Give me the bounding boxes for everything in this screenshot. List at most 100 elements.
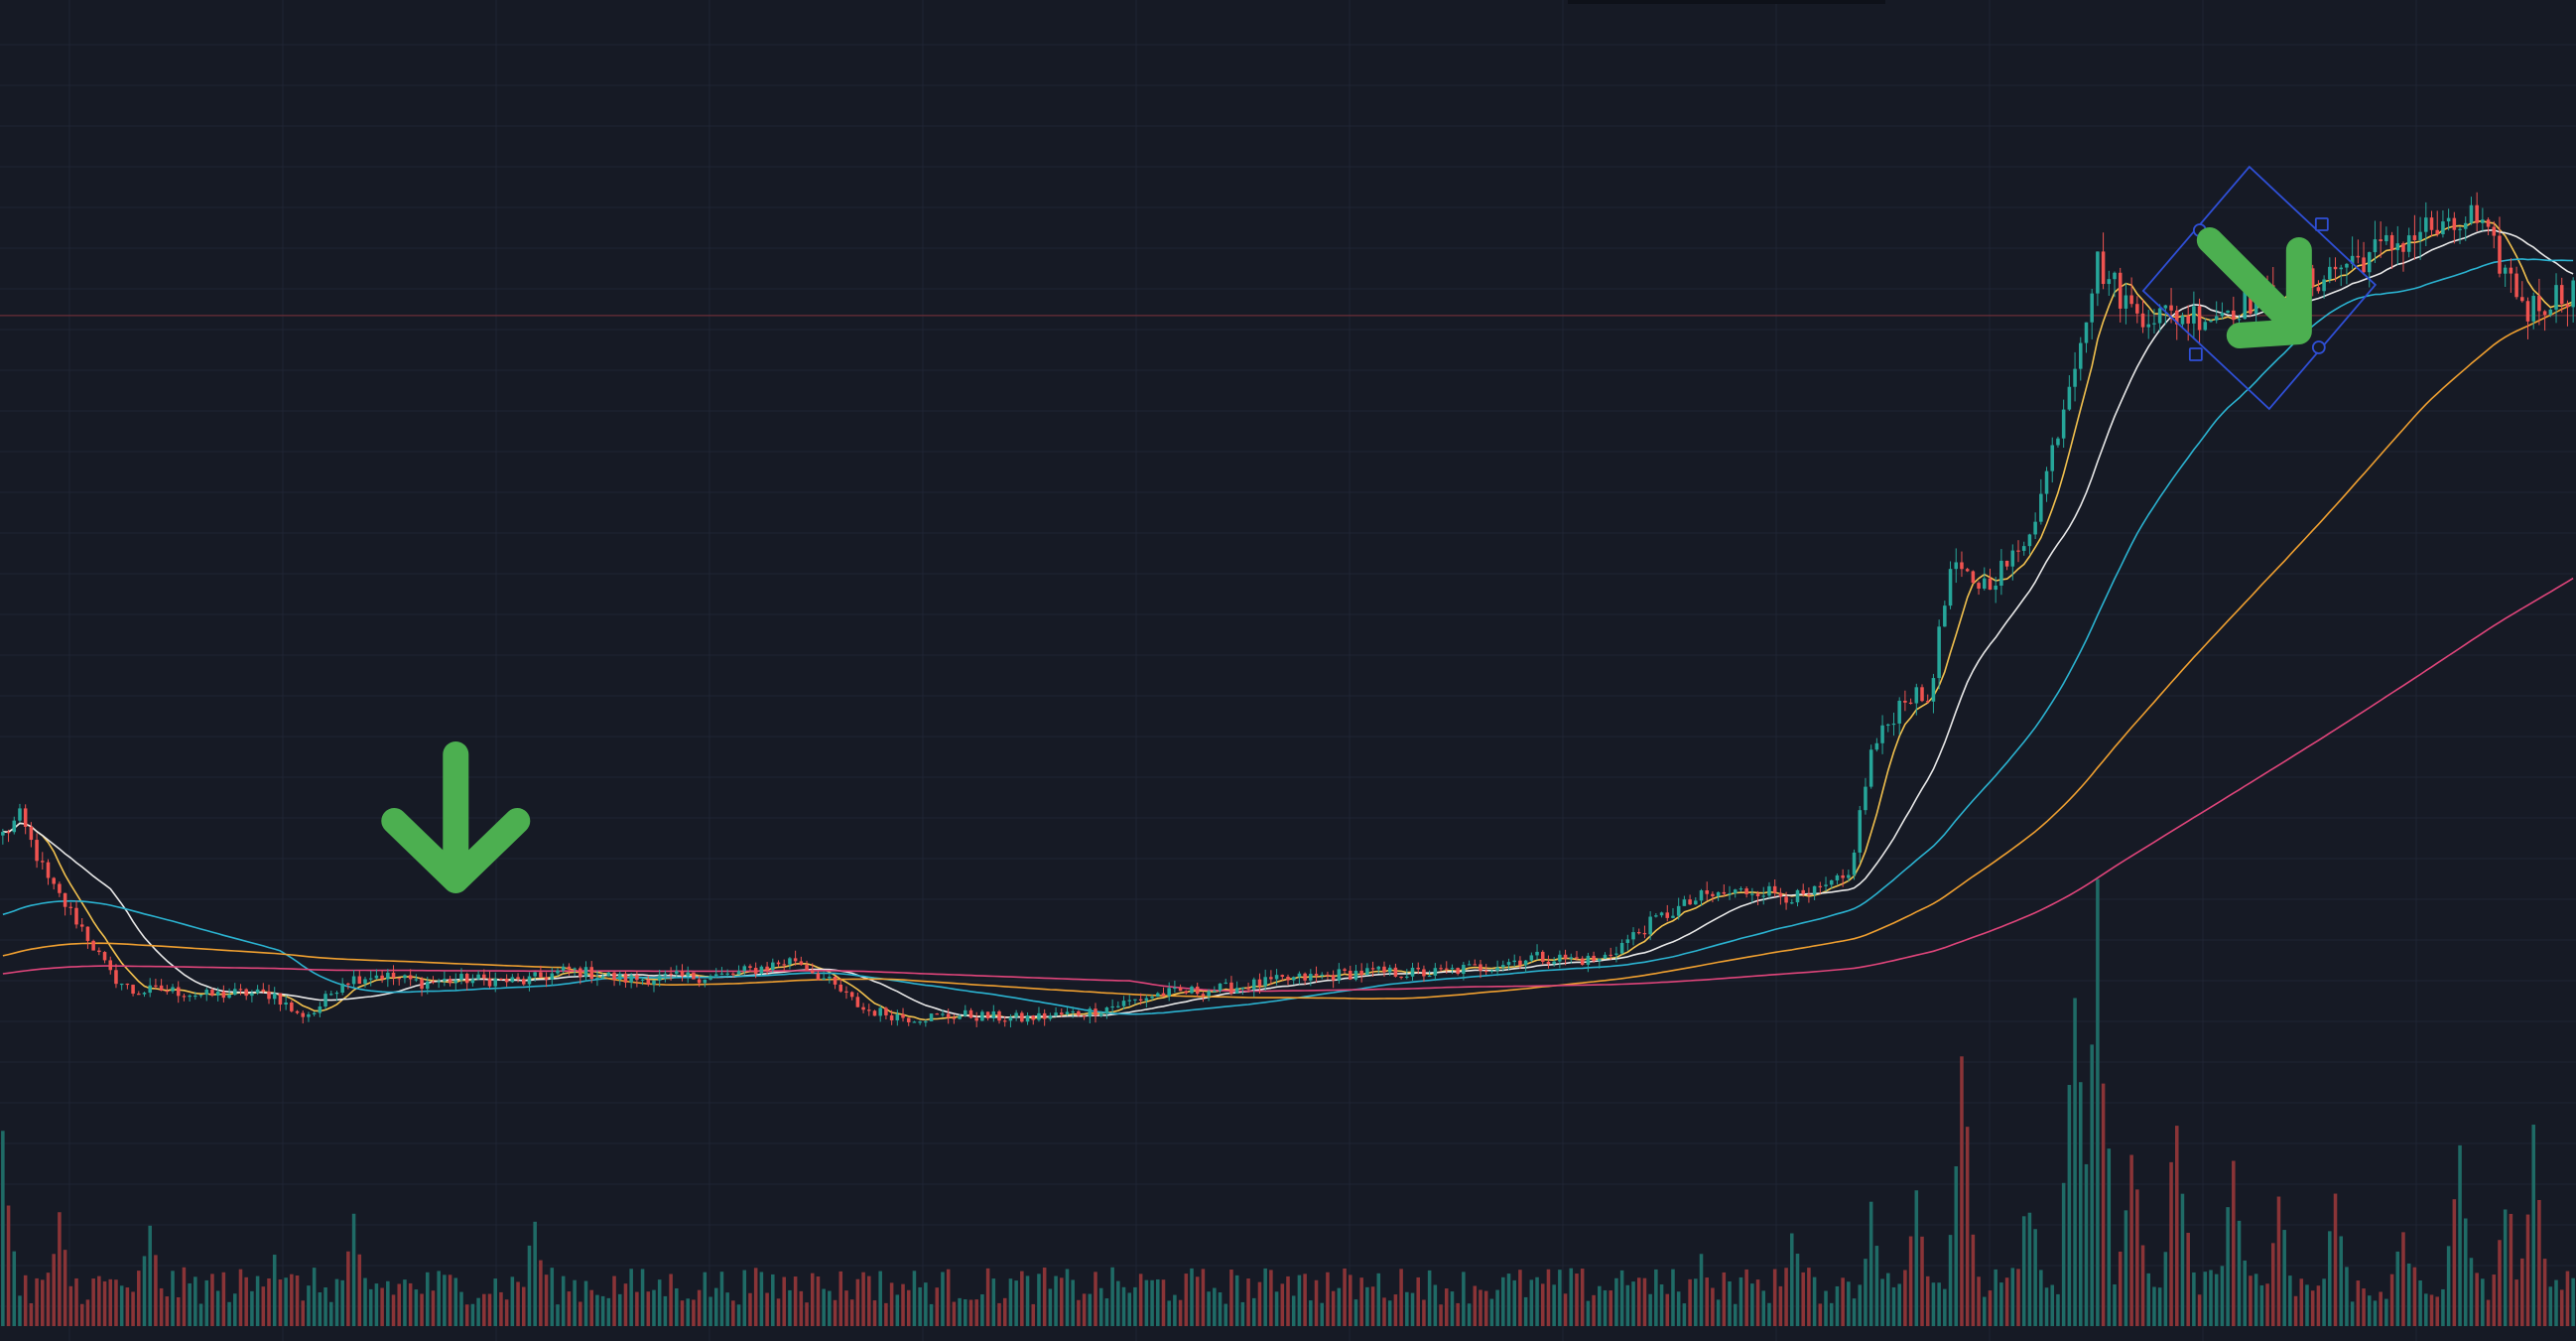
volume-bar: [272, 1255, 277, 1326]
candle-body: [980, 1011, 984, 1021]
candle-body: [686, 972, 690, 977]
candle-body: [58, 883, 62, 893]
candle: [713, 968, 718, 979]
candle: [2310, 264, 2315, 297]
candle: [2021, 541, 2026, 556]
candle-body: [1750, 893, 1754, 895]
candle-body: [2039, 493, 2043, 522]
candle-body: [357, 976, 362, 985]
candle-body: [544, 977, 549, 980]
candle: [1002, 1015, 1007, 1027]
candle: [487, 971, 492, 989]
candle: [2452, 211, 2457, 244]
volume-bar: [188, 1282, 192, 1326]
drawing-annotations[interactable]: [381, 0, 2378, 893]
candle: [1705, 881, 1709, 901]
volume-bar: [713, 1287, 718, 1326]
candle-body: [119, 983, 124, 986]
candle-body: [1229, 982, 1233, 994]
candle: [470, 974, 475, 987]
volume-bar: [2096, 878, 2100, 1326]
volume-bar: [1008, 1278, 1013, 1326]
volume-bar: [2384, 1298, 2388, 1326]
candle: [35, 833, 39, 869]
candle-body: [470, 979, 475, 984]
candle-body: [1558, 954, 1562, 962]
candle-body: [1868, 749, 1873, 787]
volume-bar: [148, 1225, 152, 1326]
candle-body: [1077, 1010, 1081, 1016]
volume-bar: [810, 1273, 815, 1326]
volume-bar: [425, 1272, 430, 1326]
diagonal-arrow-annotation[interactable]: [2141, 165, 2378, 411]
candle-body: [2492, 226, 2497, 236]
volume-bar: [1609, 1290, 1612, 1326]
candle-body: [1473, 964, 1478, 966]
candle-body: [1874, 742, 1879, 750]
candle-body: [629, 975, 633, 983]
volume-bar: [1082, 1293, 1087, 1326]
candle-body: [521, 979, 526, 985]
candle: [363, 977, 367, 988]
candle-body: [1495, 967, 1499, 971]
candle-body: [188, 995, 192, 998]
candle-body: [2232, 310, 2236, 321]
volume-bar: [1048, 1288, 1053, 1326]
candle-body: [1903, 700, 1907, 703]
candle: [1359, 963, 1363, 983]
volume-bar: [1104, 1298, 1109, 1326]
candle-body: [1569, 957, 1574, 959]
candle-body: [1082, 1015, 1087, 1017]
volume-bar: [1755, 1279, 1760, 1326]
candle: [2197, 298, 2202, 345]
candle: [227, 988, 231, 1000]
resize-handle[interactable]: [2311, 340, 2326, 354]
candle: [640, 978, 645, 986]
candle: [1931, 673, 1936, 714]
volume-bar: [686, 1298, 690, 1326]
candle: [544, 972, 549, 988]
candle-body: [516, 977, 520, 980]
volume-bar: [521, 1286, 526, 1326]
volume-bar: [1116, 1280, 1120, 1326]
candle-body: [1937, 626, 1941, 679]
candle-body: [1619, 942, 1624, 954]
volume-bar: [2406, 1263, 2411, 1326]
candle-body: [2389, 234, 2394, 251]
volume-bar: [1891, 1286, 1896, 1326]
volume-bar: [204, 1279, 209, 1326]
candle: [985, 1011, 990, 1021]
volume-bar: [697, 1289, 702, 1326]
volume-bar: [855, 1278, 860, 1326]
candle: [2424, 201, 2428, 247]
volume-bar: [2265, 1283, 2269, 1326]
volume-bar: [408, 1282, 413, 1326]
candle: [1133, 999, 1137, 1005]
volume-bar: [1739, 1276, 1743, 1326]
resize-handle[interactable]: [2188, 347, 2203, 361]
candle: [2152, 309, 2156, 334]
volume-bar: [29, 1302, 34, 1326]
volume-bar: [1348, 1274, 1352, 1326]
candle-body: [295, 1010, 300, 1013]
candle: [408, 969, 413, 987]
candle-body: [459, 974, 463, 981]
candle-body: [2101, 251, 2106, 285]
volume-bar: [1558, 1270, 1562, 1326]
volume-bar: [1173, 1294, 1177, 1326]
candle: [1829, 879, 1834, 889]
candle-body: [1365, 968, 1369, 976]
candle-body: [2118, 272, 2123, 309]
candle-body: [600, 976, 605, 979]
volume-bar: [346, 1251, 350, 1326]
candle-body: [176, 987, 181, 997]
resize-handle[interactable]: [2314, 217, 2329, 231]
candle-body: [351, 976, 356, 985]
down-arrow-annotation[interactable]: [381, 741, 531, 893]
candle: [1462, 962, 1466, 981]
volume-bar: [1977, 1276, 1981, 1326]
volume-bar: [1473, 1285, 1478, 1326]
volume-bar: [1812, 1276, 1817, 1326]
